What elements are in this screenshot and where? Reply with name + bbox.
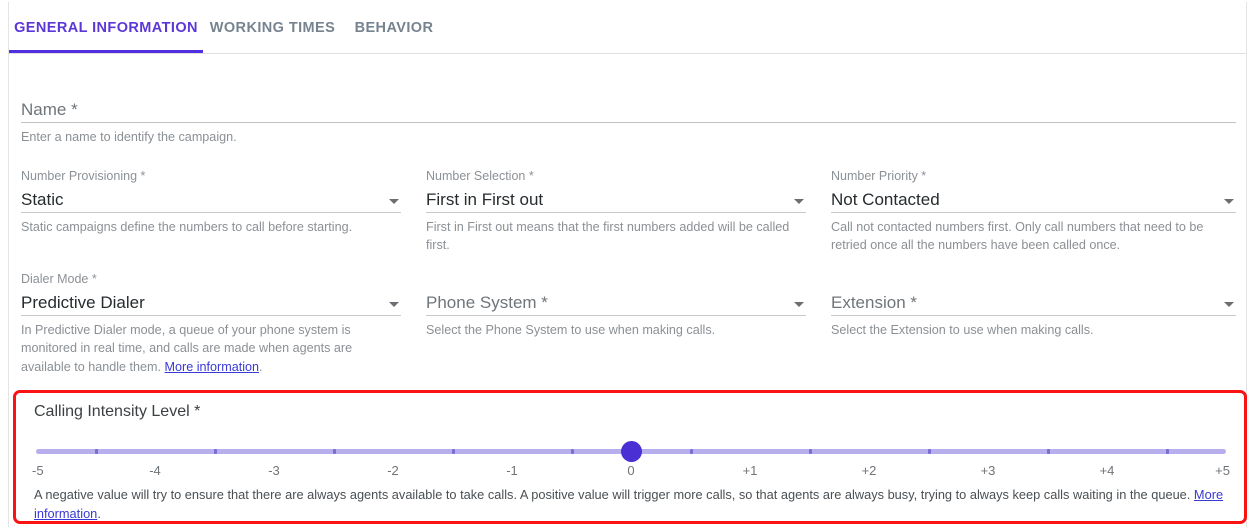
name-input-placeholder: Name * — [21, 100, 78, 119]
slider-scale-label: -5 — [32, 463, 44, 478]
slider-scale-label: +5 — [1215, 463, 1230, 478]
form-row-2: Dialer Mode * Predictive Dialer In Predi… — [21, 271, 1236, 377]
calling-intensity-slider[interactable] — [32, 437, 1230, 467]
field-extension: Extension * Select the Extension to use … — [831, 271, 1236, 377]
number-provisioning-hint: Static campaigns define the numbers to c… — [21, 219, 353, 234]
phone-system-select[interactable]: Phone System * — [426, 287, 806, 316]
slider-tick — [213, 449, 217, 454]
slider-tick — [94, 449, 98, 454]
chevron-down-icon — [1224, 301, 1234, 307]
slider-scale-label: -3 — [268, 463, 280, 478]
number-provisioning-label: Number Provisioning * — [21, 168, 146, 183]
slider-thumb[interactable] — [621, 441, 642, 462]
calling-intensity-description: A negative value will try to ensure that… — [34, 485, 1232, 523]
general-information-form: Name * Enter a name to identify the camp… — [9, 54, 1246, 376]
number-selection-hint: First in First out means that the first … — [426, 219, 790, 253]
chevron-down-icon — [389, 198, 399, 204]
calling-intensity-description-period: . — [97, 506, 101, 521]
slider-scale-label: -2 — [387, 463, 399, 478]
field-number-provisioning: Number Provisioning * Static Static camp… — [21, 168, 426, 255]
slider-tick — [1046, 449, 1050, 454]
field-name: Name * Enter a name to identify the camp… — [21, 92, 1236, 147]
number-provisioning-value: Static — [21, 189, 64, 209]
calling-intensity-description-text: A negative value will try to ensure that… — [34, 487, 1194, 502]
number-priority-label: Number Priority * — [831, 168, 927, 183]
settings-card: GENERAL INFORMATION WORKING TIMES BEHAVI… — [8, 2, 1247, 527]
calling-intensity-more-information-link[interactable]: More information — [34, 487, 1224, 521]
slider-tick — [451, 449, 455, 454]
slider-tick — [570, 449, 574, 454]
number-selection-value: First in First out — [426, 189, 544, 209]
number-priority-select[interactable]: Not Contacted — [831, 184, 1236, 213]
slider-tick — [1165, 449, 1169, 454]
dialer-mode-select[interactable]: Predictive Dialer — [21, 287, 401, 316]
slider-tick — [927, 449, 931, 454]
dialer-mode-label: Dialer Mode * — [21, 271, 97, 286]
slider-scale-label: -1 — [506, 463, 518, 478]
slider-scale: -5 -4 -3 -2 -1 0 +1 +2 +3 +4 +5 — [32, 463, 1230, 481]
tab-behavior-label: BEHAVIOR — [354, 19, 434, 36]
chevron-down-icon — [794, 301, 804, 307]
phone-system-hint: Select the Phone System to use when maki… — [426, 322, 716, 337]
tab-working-times[interactable]: WORKING TIMES — [203, 2, 342, 53]
form-row-1: Number Provisioning * Static Static camp… — [21, 168, 1236, 255]
tab-general-information[interactable]: GENERAL INFORMATION — [9, 2, 203, 53]
tab-bar: GENERAL INFORMATION WORKING TIMES BEHAVI… — [9, 2, 1246, 54]
slider-scale-label: +3 — [980, 463, 996, 478]
calling-intensity-label: Calling Intensity Level * — [34, 403, 201, 420]
slider-scale-label: +1 — [742, 463, 758, 478]
dialer-mode-value: Predictive Dialer — [21, 292, 145, 312]
phone-system-placeholder: Phone System * — [426, 292, 548, 312]
field-number-priority: Number Priority * Not Contacted Call not… — [831, 168, 1236, 255]
name-hint: Enter a name to identify the campaign. — [21, 130, 237, 144]
slider-scale-label: +2 — [861, 463, 877, 478]
slider-tick — [689, 449, 693, 454]
number-selection-select[interactable]: First in First out — [426, 184, 806, 213]
chevron-down-icon — [1224, 198, 1234, 204]
field-phone-system: Phone System * Select the Phone System t… — [426, 271, 831, 377]
slider-scale-label: 0 — [627, 463, 635, 478]
extension-select[interactable]: Extension * — [831, 287, 1236, 316]
dialer-mode-hint-period: . — [259, 359, 263, 374]
slider-tick — [808, 449, 812, 454]
field-dialer-mode: Dialer Mode * Predictive Dialer In Predi… — [21, 271, 426, 377]
slider-scale-label: -4 — [149, 463, 161, 478]
calling-intensity-highlight-box: Calling Intensity Level * -5 -4 -3 -2 -1 0 +1 +… — [13, 390, 1247, 524]
slider-scale-label: +4 — [1099, 463, 1115, 478]
tab-general-information-label: GENERAL INFORMATION — [14, 19, 198, 36]
dialer-mode-hint: In Predictive Dialer mode, a queue of yo… — [21, 321, 401, 377]
dialer-mode-more-information-link[interactable]: More information — [164, 359, 260, 374]
chevron-down-icon — [794, 198, 804, 204]
number-priority-value: Not Contacted — [831, 189, 940, 209]
slider-tick — [332, 449, 336, 454]
extension-placeholder: Extension * — [831, 292, 917, 312]
number-priority-hint: Call not contacted numbers first. Only c… — [831, 219, 1204, 253]
field-number-selection: Number Selection * First in First out Fi… — [426, 168, 831, 255]
dialer-mode-hint-text: In Predictive Dialer mode, a queue of yo… — [21, 322, 353, 374]
number-provisioning-select[interactable]: Static — [21, 184, 401, 213]
tab-behavior[interactable]: BEHAVIOR — [342, 2, 446, 53]
tab-working-times-label: WORKING TIMES — [209, 19, 336, 36]
chevron-down-icon — [389, 301, 399, 307]
name-input[interactable]: Name * — [21, 92, 1236, 123]
number-selection-label: Number Selection * — [426, 168, 534, 183]
extension-hint: Select the Extension to use when making … — [831, 322, 1094, 337]
